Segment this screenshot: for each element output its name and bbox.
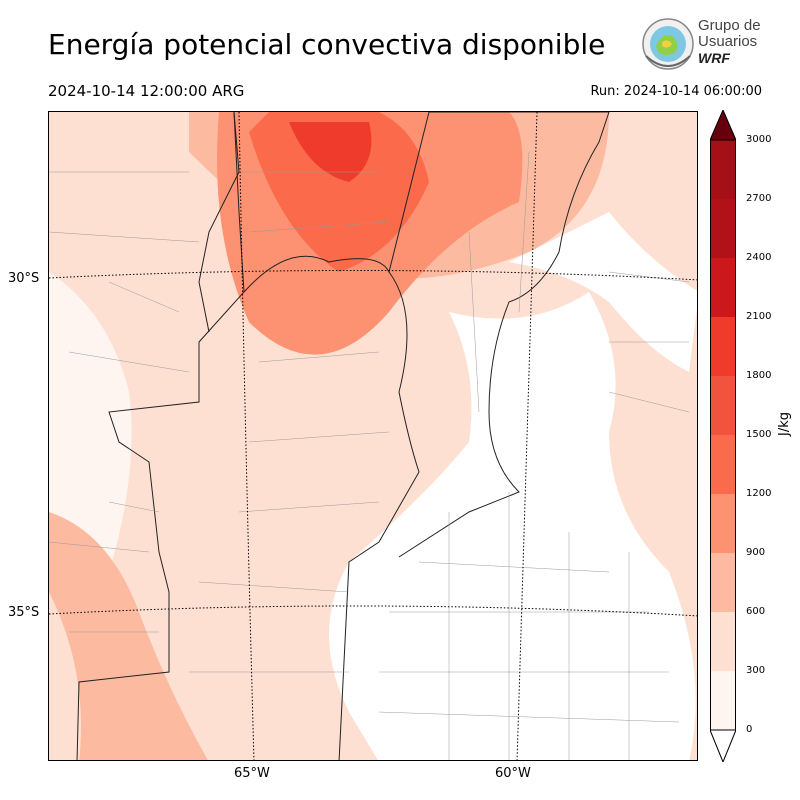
colorbar-segment <box>710 317 736 376</box>
lon-label-65w: 65°W <box>234 766 270 781</box>
department-borders <box>49 151 690 760</box>
colorbar-segment <box>710 612 736 671</box>
logo-line2: Usuarios <box>698 33 758 50</box>
lat-label-30s: 30°S <box>8 271 40 286</box>
logo-line3: WRF <box>698 50 730 66</box>
colorbar-segment <box>710 140 736 199</box>
colorbar-tick-label: 1500 <box>746 429 772 440</box>
colorbar-tick-label: 300 <box>746 665 766 676</box>
colorbar-tick-label: 2400 <box>746 252 772 263</box>
colorbar-extend-max <box>709 108 737 141</box>
cape-field-very-high <box>249 112 429 272</box>
colorbar-tick-label: 900 <box>746 547 766 558</box>
colorbar-segment <box>710 494 736 553</box>
colorbar-tick-label: 1800 <box>746 370 772 381</box>
province-borders <box>76 112 610 760</box>
run-time: Run: 2024-10-14 06:00:00 <box>590 84 762 99</box>
globe-icon <box>642 18 694 70</box>
colorbar-segment <box>710 435 736 494</box>
colorbar-extend-min <box>709 729 737 764</box>
logo-line1: Grupo de <box>698 17 761 34</box>
colorbar-tick-label: 2100 <box>746 311 772 322</box>
colorbar-segment <box>710 553 736 612</box>
valid-time: 2024-10-14 12:00:00 ARG <box>48 82 245 100</box>
colorbar-tick-label: 600 <box>746 606 766 617</box>
colorbar-tick-label: 3000 <box>746 134 772 145</box>
page-title: Energía potencial convectiva disponible <box>48 28 606 61</box>
cape-map <box>48 111 698 761</box>
colorbar-segment <box>710 199 736 258</box>
colorbar-segment <box>710 376 736 435</box>
colorbar-label: J/kg <box>777 412 792 436</box>
cape-field-low <box>49 272 132 582</box>
colorbar-tick-label: 1200 <box>746 488 772 499</box>
colorbar-tick-label: 0 <box>746 724 753 735</box>
colorbar-segment <box>710 258 736 317</box>
colorbar <box>709 108 737 764</box>
cape-field-moderate-sw <box>49 512 208 760</box>
graticule <box>49 112 697 760</box>
cape-field-max <box>289 122 372 182</box>
cape-field-zero-ne <box>509 212 697 372</box>
colorbar-segment <box>710 671 736 730</box>
cape-field-zero <box>329 292 696 760</box>
colorbar-tick-label: 2700 <box>746 193 772 204</box>
lat-label-35s: 35°S <box>8 605 40 620</box>
lon-label-60w: 60°W <box>495 766 531 781</box>
colorbar-frame <box>710 139 736 731</box>
wrf-logo: Grupo de Usuarios WRF <box>638 16 762 74</box>
